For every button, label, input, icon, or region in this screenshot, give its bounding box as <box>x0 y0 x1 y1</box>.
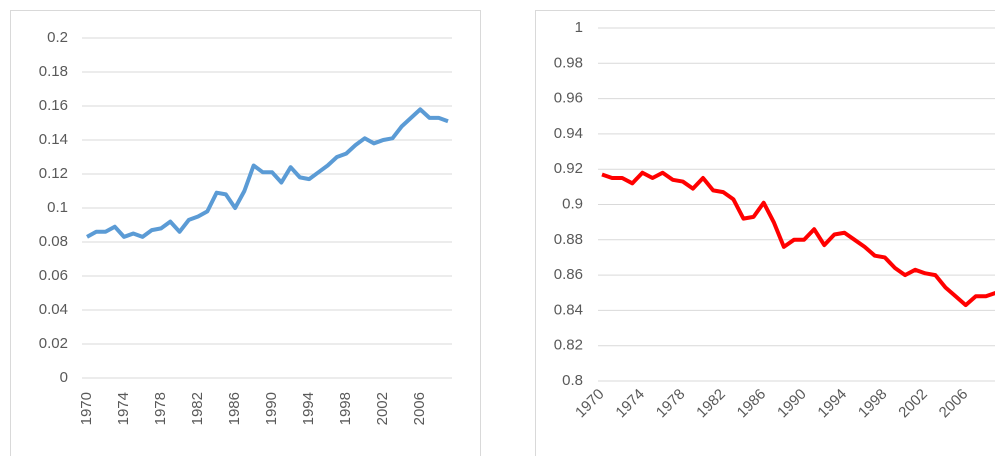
x-tick-label: 1986 <box>734 386 770 422</box>
y-tick-label: 1 <box>575 19 583 36</box>
y-tick-label: 0.9 <box>562 195 583 212</box>
y-tick-label: 0.88 <box>554 231 583 248</box>
y-tick-label: 0.94 <box>554 125 583 142</box>
line <box>87 109 448 236</box>
y-tick-label: 0.86 <box>554 266 583 283</box>
y-tick-label: 0.08 <box>39 233 68 250</box>
left-frame <box>11 11 481 457</box>
y-tick-label: 0.96 <box>554 90 583 107</box>
x-tick-label: 2006 <box>411 392 428 425</box>
x-tick-label: 1970 <box>572 386 608 422</box>
y-tick-label: 0.06 <box>39 267 68 284</box>
x-tick-label: 1990 <box>774 386 810 422</box>
y-tick-label: 0.14 <box>39 131 68 148</box>
x-tick-label: 1978 <box>653 386 689 422</box>
y-tick-label: 0.02 <box>39 335 68 352</box>
x-tick-label: 1994 <box>300 392 317 425</box>
y-tick-label: 0.12 <box>39 165 68 182</box>
x-tick-label: 1982 <box>189 392 206 425</box>
y-tick-label: 0.82 <box>554 337 583 354</box>
x-tick-label: 1990 <box>263 392 280 425</box>
line <box>602 173 995 305</box>
y-tick-label: 0 <box>60 369 68 386</box>
y-tick-label: 0.8 <box>562 372 583 389</box>
x-tick-label: 1998 <box>855 386 891 422</box>
y-tick-label: 0.92 <box>554 160 583 177</box>
y-tick-label: 0.16 <box>39 97 68 114</box>
x-tick-label: 2002 <box>374 392 391 425</box>
y-tick-label: 0.04 <box>39 301 68 318</box>
x-tick-label: 1974 <box>115 392 132 425</box>
x-tick-label: 1986 <box>226 392 243 425</box>
x-tick-label: 2006 <box>936 386 972 422</box>
y-tick-label: 0.2 <box>47 29 68 46</box>
x-tick-label: 1978 <box>152 392 169 425</box>
y-tick-label: 0.18 <box>39 63 68 80</box>
y-tick-label: 0.1 <box>47 199 68 216</box>
y-tick-label: 0.84 <box>554 301 583 318</box>
x-tick-label: 1970 <box>78 392 95 425</box>
x-tick-label: 1974 <box>612 386 648 422</box>
x-tick-label: 1982 <box>693 386 729 422</box>
right-frame <box>536 11 995 457</box>
x-tick-label: 2002 <box>895 386 931 422</box>
x-tick-label: 1998 <box>337 392 354 425</box>
y-tick-label: 0.98 <box>554 54 583 71</box>
x-tick-label: 1994 <box>814 386 850 422</box>
